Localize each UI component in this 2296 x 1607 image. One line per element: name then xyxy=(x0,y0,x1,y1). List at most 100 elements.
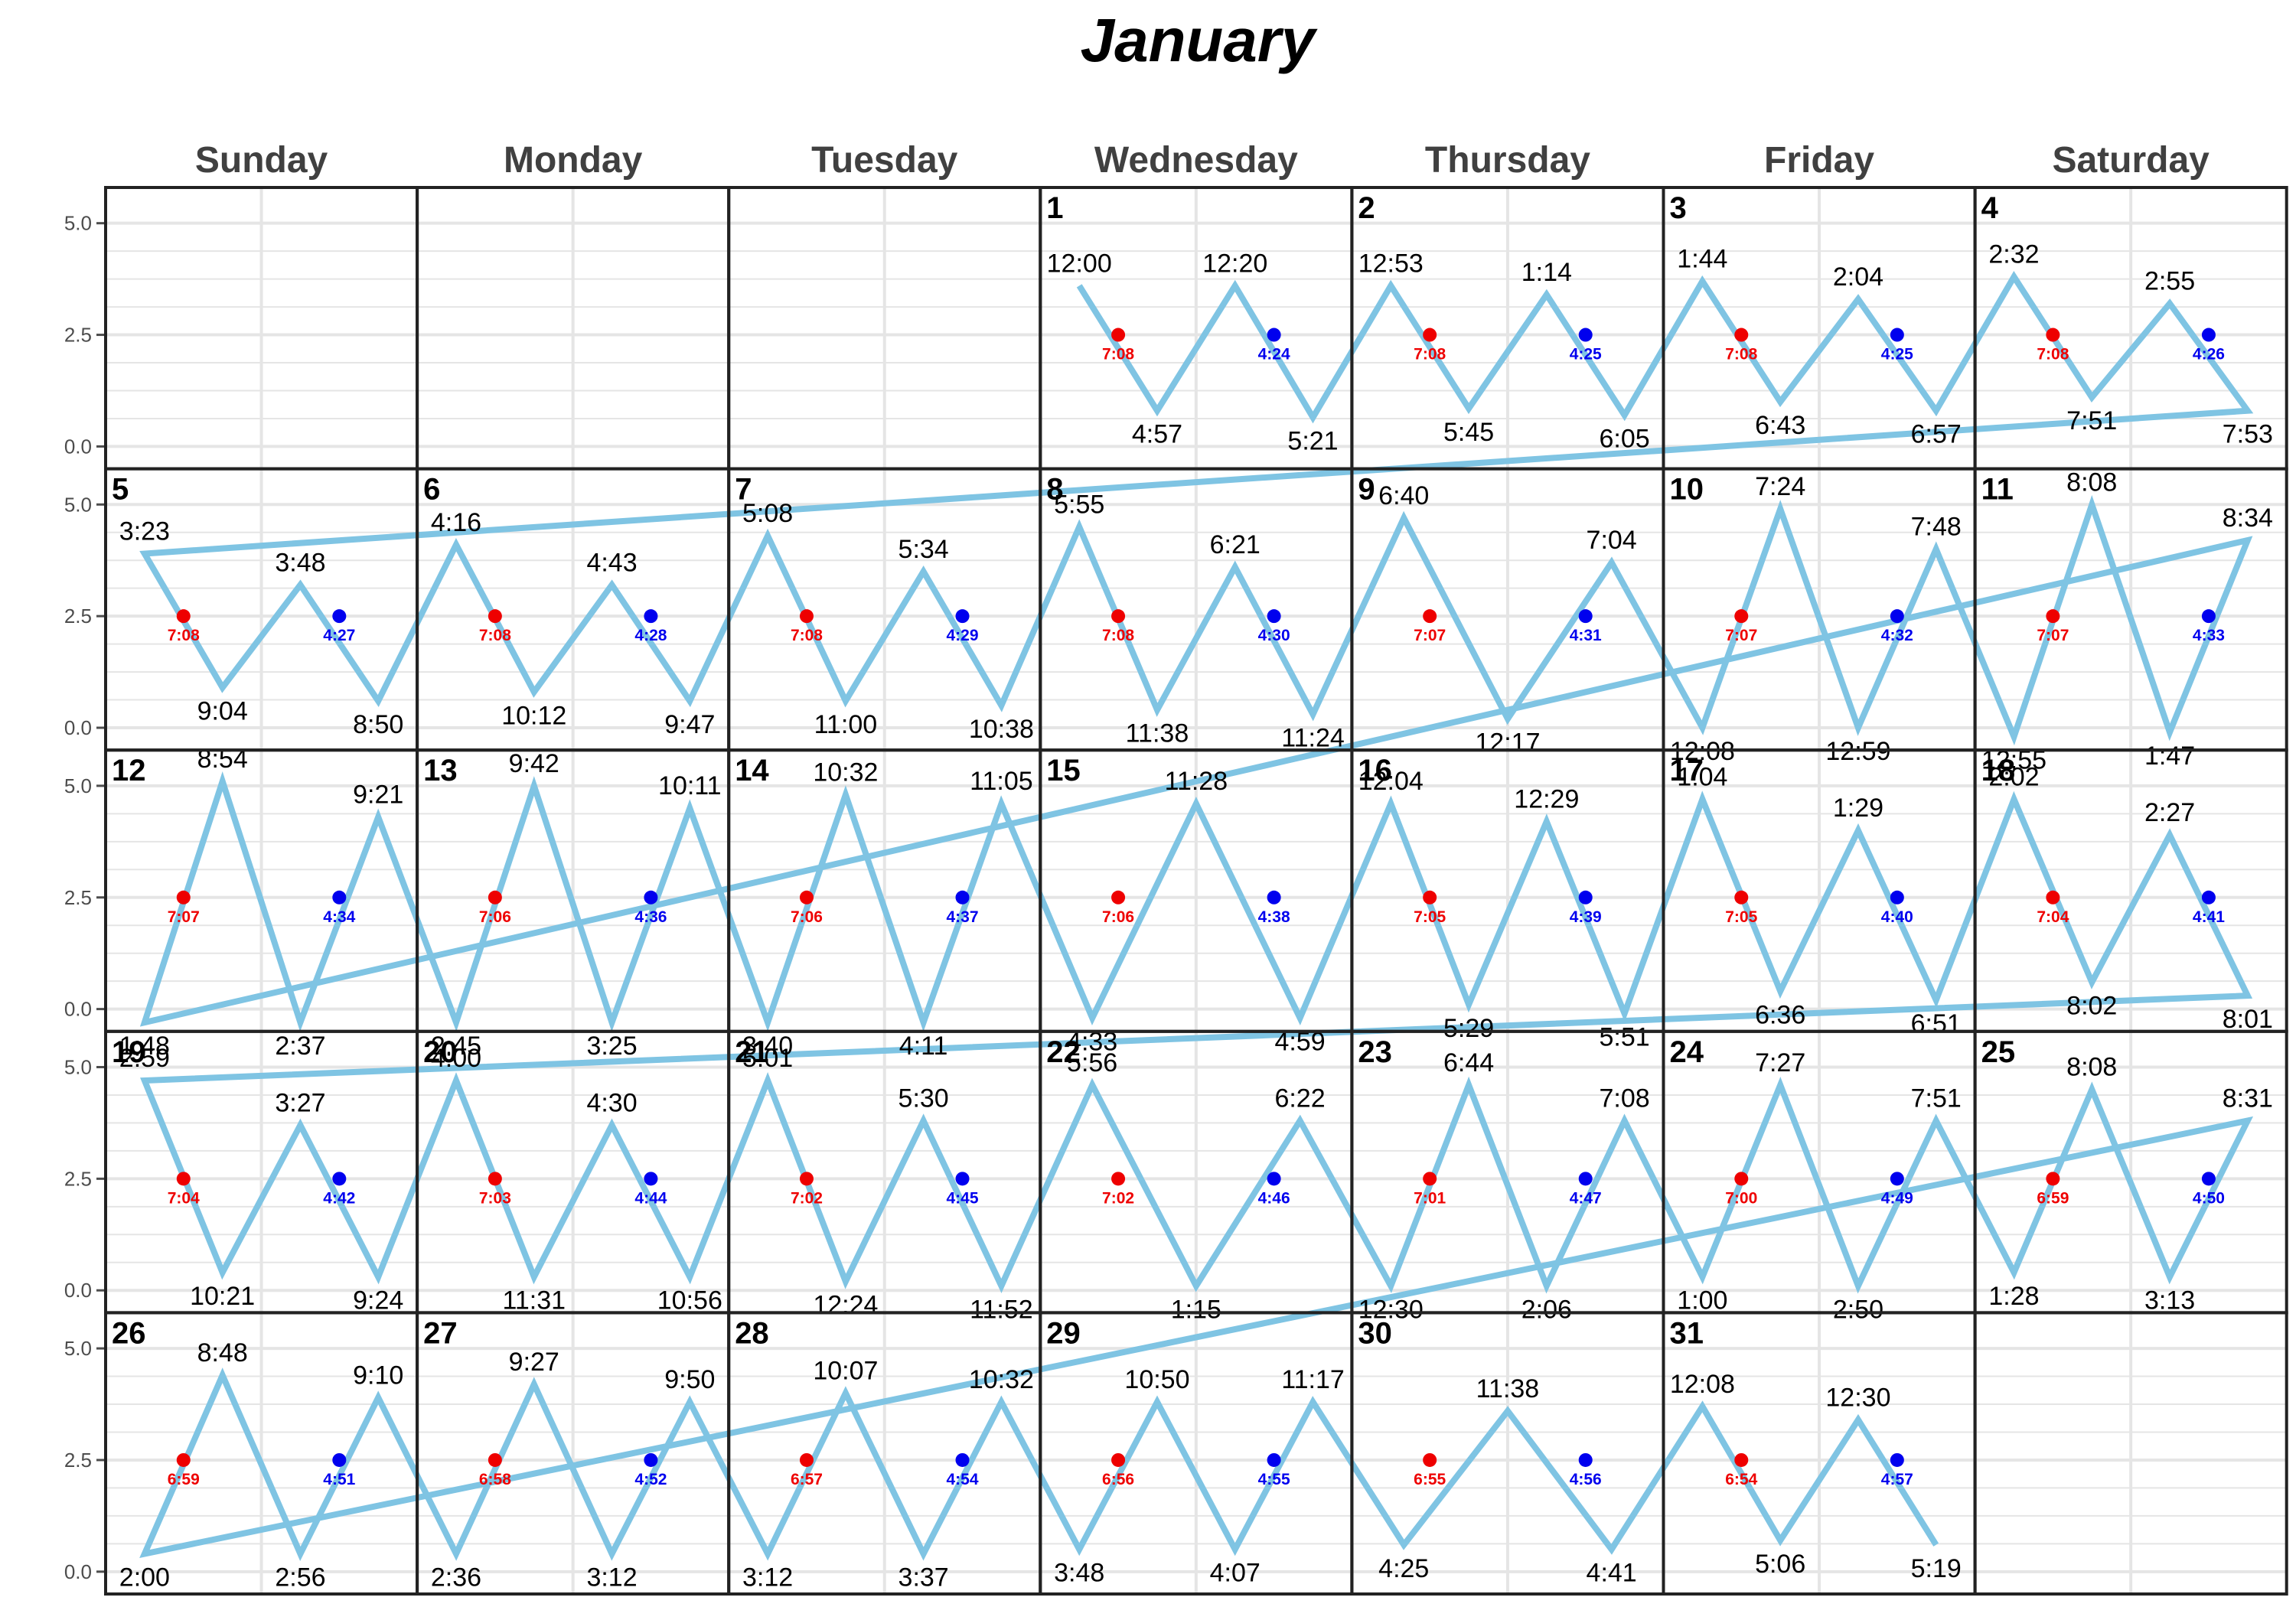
y-tick-label: 2.5 xyxy=(64,886,92,909)
day-24-sunset-label: 4:49 xyxy=(1881,1189,1913,1207)
day-14-sunset-point xyxy=(955,890,970,905)
day-26-sunrise-point xyxy=(176,1452,191,1467)
day-29-date-number: 29 xyxy=(1046,1316,1081,1350)
day-13-sunset-point xyxy=(644,890,658,905)
day-12-date-number: 12 xyxy=(112,754,146,787)
day-15-date-number: 15 xyxy=(1046,754,1081,787)
day-3-date-number: 3 xyxy=(1670,191,1687,225)
day-17-date-number: 17 xyxy=(1670,754,1704,787)
day-20-sunset-point xyxy=(644,1172,658,1186)
y-tick-label: 5.0 xyxy=(64,212,92,235)
day-29-tide-time-label: 11:17 xyxy=(1281,1365,1345,1394)
day-20-tide-time-label: 4:00 xyxy=(431,1044,481,1073)
day-4-date-number: 4 xyxy=(1981,191,1999,225)
day-24-date-number: 24 xyxy=(1670,1035,1704,1069)
day-2-tide-time-label: 1:14 xyxy=(1521,258,1572,287)
day-28-sunrise-point xyxy=(799,1452,814,1467)
day-5-sunset-label: 4:27 xyxy=(323,627,355,644)
weekday-header-friday: Friday xyxy=(1764,140,1874,181)
day-8-sunset-label: 4:30 xyxy=(1258,627,1290,644)
day-10-sunset-point xyxy=(1890,609,1904,624)
day-4-tide-time-label: 2:32 xyxy=(1988,240,2039,269)
day-24-sunrise-label: 7:00 xyxy=(1725,1189,1757,1207)
day-3-tide-time-label: 6:57 xyxy=(1911,420,1962,449)
day-17-tide-time-label: 6:36 xyxy=(1755,1000,1805,1029)
day-4-sunrise-label: 7:08 xyxy=(2037,346,2069,363)
y-tick-label: 0.0 xyxy=(64,435,92,458)
day-12-sunset-point xyxy=(332,890,347,905)
day-18-sunset-point xyxy=(2201,890,2216,905)
y-tick-label: 5.0 xyxy=(64,774,92,797)
y-tick-label: 0.0 xyxy=(64,1560,92,1583)
day-22-sunrise-label: 7:02 xyxy=(1102,1189,1134,1207)
day-21-sunset-point xyxy=(955,1172,970,1186)
day-21-tide-time-label: 5:01 xyxy=(742,1044,793,1073)
day-29-sunset-point xyxy=(1267,1452,1281,1467)
day-6-tide-time-label: 4:16 xyxy=(431,508,481,537)
day-4-tide-time-label: 7:51 xyxy=(2066,406,2117,435)
day-17-sunset-label: 4:40 xyxy=(1881,908,1913,926)
day-23-sunrise-point xyxy=(1423,1172,1437,1186)
day-18-sunrise-label: 7:04 xyxy=(2037,908,2069,926)
day-13-tide-time-label: 9:42 xyxy=(509,749,559,778)
day-1-tide-time-label: 5:21 xyxy=(1287,426,1338,455)
day-12-sunrise-point xyxy=(176,890,191,905)
day-30-sunset-point xyxy=(1578,1452,1593,1467)
day-5-tide-time-label: 9:04 xyxy=(197,697,248,726)
day-18-tide-time-label: 8:02 xyxy=(2066,992,2117,1021)
day-6-sunrise-point xyxy=(488,609,502,624)
y-tick-label: 2.5 xyxy=(64,605,92,627)
day-26-tide-time-label: 9:10 xyxy=(353,1361,403,1390)
day-16-tide-time-label: 5:29 xyxy=(1443,1014,1494,1043)
day-7-date-number: 7 xyxy=(735,473,752,507)
day-4-sunrise-point xyxy=(2046,328,2060,342)
day-10-sunset-label: 4:32 xyxy=(1881,627,1913,644)
day-27-sunrise-point xyxy=(488,1452,502,1467)
day-25-tide-time-label: 3:13 xyxy=(2144,1286,2195,1315)
day-13-sunrise-label: 7:06 xyxy=(479,908,511,926)
day-14-tide-time-label: 4:11 xyxy=(899,1032,948,1061)
day-27-sunset-label: 4:52 xyxy=(634,1471,667,1488)
day-23-tide-time-label: 7:08 xyxy=(1600,1084,1650,1113)
day-13-date-number: 13 xyxy=(423,754,458,787)
day-12-sunrise-label: 7:07 xyxy=(168,908,200,926)
day-29-sunrise-label: 6:56 xyxy=(1102,1471,1134,1488)
day-12-tide-time-label: 9:21 xyxy=(353,781,403,810)
day-27-tide-time-label: 2:36 xyxy=(431,1563,481,1592)
day-25-tide-time-label: 8:31 xyxy=(2223,1084,2273,1113)
day-14-tide-time-label: 10:32 xyxy=(813,758,878,787)
weekday-header-wednesday: Wednesday xyxy=(1094,140,1298,181)
day-20-tide-time-label: 10:56 xyxy=(657,1286,722,1315)
day-10-tide-time-label: 7:24 xyxy=(1755,472,1805,501)
day-6-tide-time-label: 9:47 xyxy=(664,710,715,739)
day-13-tide-time-label: 3:25 xyxy=(586,1032,637,1061)
day-21-tide-time-label: 5:30 xyxy=(899,1084,949,1113)
day-8-sunrise-label: 7:08 xyxy=(1102,627,1134,644)
day-25-sunrise-point xyxy=(2046,1172,2060,1186)
day-15-sunset-label: 4:38 xyxy=(1258,908,1290,926)
day-3-sunset-point xyxy=(1890,328,1904,342)
day-11-sunset-point xyxy=(2201,609,2216,624)
day-21-date-number: 21 xyxy=(735,1035,769,1069)
day-17-sunrise-label: 7:05 xyxy=(1725,908,1757,926)
day-10-sunrise-label: 7:07 xyxy=(1725,627,1757,644)
day-7-tide-time-label: 11:00 xyxy=(814,710,878,739)
day-5-sunset-point xyxy=(332,609,347,624)
day-30-tide-time-label: 4:25 xyxy=(1378,1554,1429,1583)
y-tick-label: 5.0 xyxy=(64,493,92,516)
day-26-sunset-point xyxy=(332,1452,347,1467)
day-25-date-number: 25 xyxy=(1981,1035,2016,1069)
day-22-tide-time-label: 5:56 xyxy=(1067,1048,1117,1077)
day-11-sunset-label: 4:33 xyxy=(2193,627,2225,644)
day-3-tide-time-label: 6:43 xyxy=(1755,411,1805,440)
day-28-tide-time-label: 3:37 xyxy=(899,1563,949,1592)
weekday-header-monday: Monday xyxy=(504,140,643,181)
day-22-sunset-point xyxy=(1267,1172,1281,1186)
y-tick-label: 2.5 xyxy=(64,1167,92,1190)
day-5-tide-time-label: 8:50 xyxy=(353,710,403,739)
day-28-tide-time-label: 3:12 xyxy=(742,1563,793,1592)
day-16-tide-time-label: 5:51 xyxy=(1600,1022,1650,1051)
day-20-tide-time-label: 4:30 xyxy=(586,1088,637,1117)
day-2-sunset-point xyxy=(1578,328,1593,342)
